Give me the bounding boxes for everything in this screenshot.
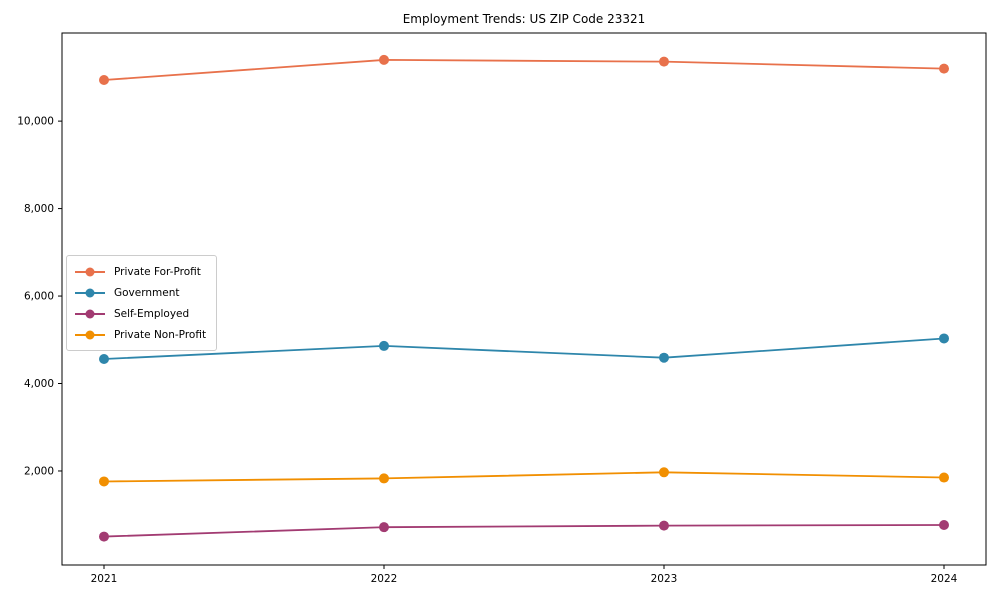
axes-frame [61, 32, 987, 566]
y-tick-label: 6,000 [24, 291, 54, 303]
legend-dot-icon [85, 309, 95, 318]
data-point-private-non-profit [379, 473, 389, 484]
legend-item-self-employed: Self-Employed [75, 303, 206, 324]
legend-marker-line-dot-icon [75, 288, 105, 297]
data-point-private-for-profit [379, 54, 389, 65]
data-point-private-non-profit [659, 467, 669, 478]
x-tick-label: 2023 [651, 573, 678, 585]
data-point-government [659, 352, 669, 363]
data-point-self-employed [99, 531, 109, 542]
chart-title: Employment Trends: US ZIP Code 23321 [402, 12, 646, 26]
x-tick-label: 2024 [931, 573, 958, 585]
series-line-private-for-profit [103, 58, 945, 81]
legend-dot-icon [85, 267, 95, 276]
y-tick-label: 10,000 [17, 116, 54, 128]
data-point-private-non-profit [939, 472, 949, 483]
legend-marker-line-dot-icon [75, 309, 105, 318]
legend: Private For-Profit Government Self-Emplo… [66, 255, 218, 351]
x-tick-label: 2021 [91, 573, 118, 585]
data-point-self-employed [379, 522, 389, 533]
legend-label: Private For-Profit [114, 265, 201, 278]
legend-dot-icon [85, 288, 95, 297]
data-point-private-for-profit [939, 63, 949, 74]
x-tick-label: 2022 [371, 573, 398, 585]
y-tick-label: 4,000 [24, 378, 54, 390]
legend-marker-line-dot-icon [75, 267, 105, 276]
legend-label: Private Non-Profit [114, 328, 207, 341]
data-point-government [939, 333, 949, 344]
legend-dot-icon [85, 330, 95, 339]
legend-item-government: Government [75, 282, 206, 303]
data-point-self-employed [939, 519, 949, 530]
series-line-private-non-profit [103, 471, 945, 483]
legend-marker-line-dot-icon [75, 330, 105, 339]
y-tick-label: 8,000 [24, 203, 54, 215]
data-point-private-for-profit [659, 56, 669, 67]
data-point-private-non-profit [99, 476, 109, 487]
data-point-government [99, 354, 109, 365]
legend-item-private-for-profit: Private For-Profit [75, 261, 206, 282]
data-point-government [379, 340, 389, 351]
data-point-private-for-profit [99, 75, 109, 86]
data-point-self-employed [659, 520, 669, 531]
legend-label: Government [114, 286, 180, 299]
legend-label: Self-Employed [114, 307, 190, 320]
y-tick-label: 2,000 [24, 465, 54, 477]
series-line-government [103, 337, 945, 360]
series-line-self-employed [103, 524, 945, 538]
legend-item-private-non-profit: Private Non-Profit [75, 324, 206, 345]
